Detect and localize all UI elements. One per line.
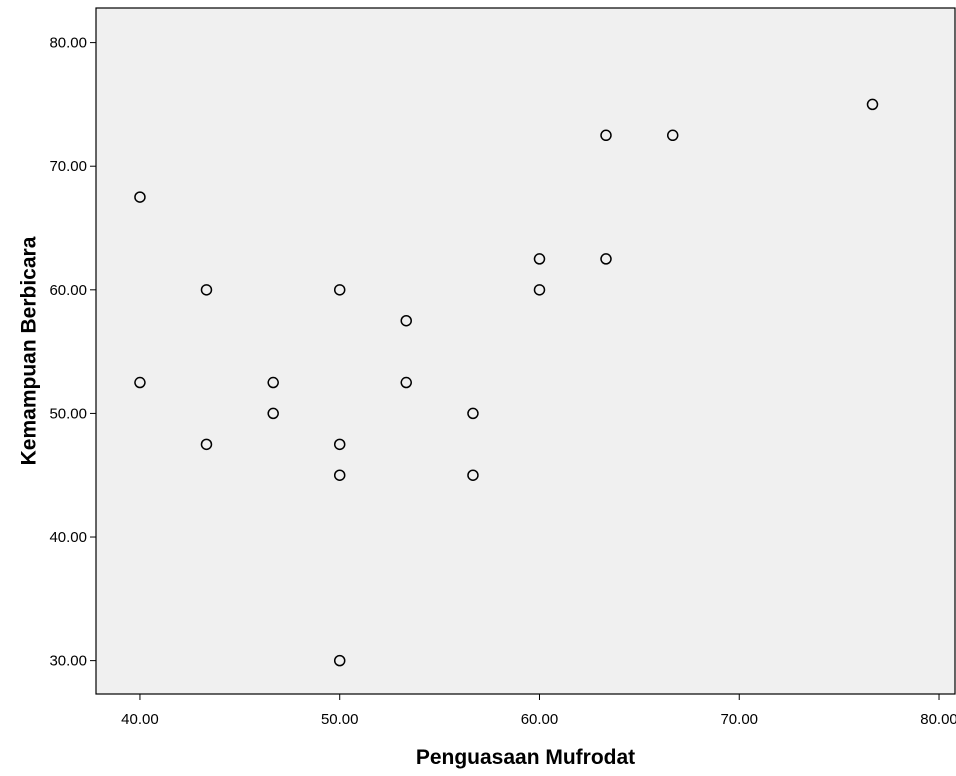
data-point xyxy=(600,253,612,265)
y-tick-label: 30.00 xyxy=(49,653,87,670)
y-tick-label: 60.00 xyxy=(49,282,87,299)
x-tick-label: 80.00 xyxy=(920,711,956,728)
data-points xyxy=(134,98,879,667)
x-tick-label: 70.00 xyxy=(720,711,758,728)
x-axis: 40.00 50.00 60.00 70.00 80.00 xyxy=(121,694,956,728)
data-point xyxy=(200,284,213,296)
y-tick-label: 50.00 xyxy=(49,405,87,422)
data-point xyxy=(400,314,412,327)
x-tick-label: 50.00 xyxy=(321,711,359,728)
plot-area xyxy=(95,7,956,695)
data-point xyxy=(467,407,479,420)
data-point xyxy=(333,438,346,451)
y-tick-label: 40.00 xyxy=(49,529,87,546)
data-point xyxy=(600,129,612,142)
data-point xyxy=(333,284,346,296)
x-axis-title: Penguasaan Mufrodat xyxy=(416,746,635,769)
data-point xyxy=(400,376,412,389)
y-tick-label: 80.00 xyxy=(49,35,87,52)
data-point xyxy=(666,129,679,142)
data-point xyxy=(333,469,346,481)
y-axis-title: Kemampuan Berbicara xyxy=(17,236,40,465)
data-point xyxy=(134,191,146,203)
data-point xyxy=(333,654,346,667)
data-point xyxy=(533,253,546,265)
data-point xyxy=(134,376,146,389)
x-tick-label: 40.00 xyxy=(121,711,159,728)
data-point xyxy=(267,407,279,420)
data-point xyxy=(467,469,479,481)
y-tick-label: 70.00 xyxy=(49,158,87,175)
data-point xyxy=(866,98,879,111)
data-point xyxy=(533,284,546,296)
data-point xyxy=(267,376,279,389)
y-axis: 30.00 40.00 50.00 60.00 70.00 80.00 xyxy=(49,35,96,670)
data-point xyxy=(200,438,213,451)
x-tick-label: 60.00 xyxy=(521,711,559,728)
